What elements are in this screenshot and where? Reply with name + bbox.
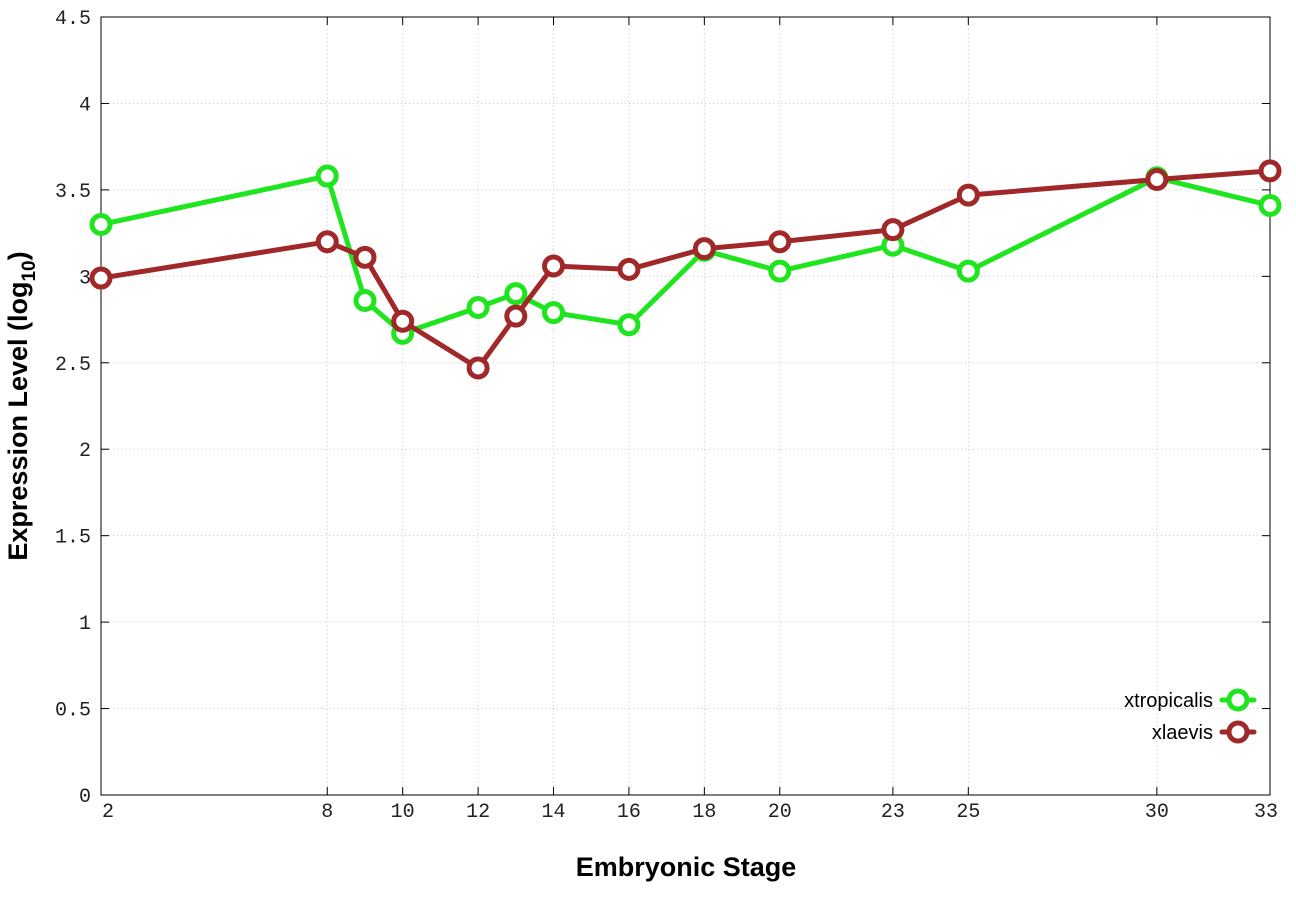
legend-item-xtropicalis: xtropicalis [1124, 688, 1257, 712]
series-line-xlaevis [98, 168, 1273, 371]
grid [101, 17, 1270, 795]
legend-swatch-marker [1226, 720, 1250, 744]
y-tick-label: 1 [79, 613, 91, 636]
y-tick-label: 2.5 [55, 354, 91, 377]
data-point-xlaevis [89, 266, 113, 290]
y-tick-label: 2 [79, 440, 91, 463]
x-tick-label: 23 [881, 801, 905, 824]
data-point-xtropicalis [542, 301, 566, 325]
y-axis-title-close: ) [3, 251, 33, 260]
y-axis-title: Expression Level (log10) [3, 251, 40, 560]
x-tick-label: 25 [956, 801, 980, 824]
series-xtropicalis [89, 164, 1282, 345]
y-tick-label: 4.5 [55, 8, 91, 31]
y-tick-label: 0 [79, 786, 91, 809]
y-tick-label: 1.5 [55, 527, 91, 550]
data-point-xlaevis [881, 218, 905, 242]
x-tick-label: 10 [391, 801, 415, 824]
data-point-xlaevis [956, 183, 980, 207]
y-tick-label: 3 [79, 267, 91, 290]
x-tick-label: 16 [617, 801, 641, 824]
legend-item-xlaevis: xlaevis [1152, 720, 1257, 744]
x-tick-label: 12 [466, 801, 490, 824]
series-layer [89, 159, 1282, 380]
data-point-xtropicalis [768, 259, 792, 283]
plot-frame [100, 16, 1271, 796]
data-point-xlaevis [1258, 159, 1282, 183]
data-point-xtropicalis [89, 212, 113, 236]
data-point-xlaevis [353, 245, 377, 269]
legend-label: xlaevis [1152, 722, 1213, 744]
data-point-xlaevis [542, 254, 566, 278]
data-point-xtropicalis [353, 289, 377, 313]
data-point-xtropicalis [504, 282, 528, 306]
data-point-xlaevis [466, 356, 490, 380]
x-tick-label: 20 [768, 801, 792, 824]
y-axis-title-subscript: 10 [19, 260, 40, 281]
data-point-xlaevis [617, 257, 641, 281]
data-point-xlaevis [768, 230, 792, 254]
x-tick-label: 2 [102, 801, 114, 824]
data-point-xlaevis [315, 230, 339, 254]
y-axis-title-main: Expression Level (log [3, 282, 33, 561]
x-tick-label: 14 [542, 801, 566, 824]
y-tick-label: 3.5 [55, 181, 91, 204]
legend-swatch-marker [1226, 688, 1250, 712]
data-point-xlaevis [391, 309, 415, 333]
x-tick-label: 30 [1145, 801, 1169, 824]
data-point-xlaevis [504, 304, 528, 328]
data-point-xlaevis [1145, 168, 1169, 192]
series-xlaevis [89, 159, 1282, 380]
x-tick-label: 8 [321, 801, 333, 824]
data-point-xlaevis [692, 237, 716, 261]
data-point-xtropicalis [315, 164, 339, 188]
data-point-xtropicalis [466, 295, 490, 319]
x-tick-label: 18 [692, 801, 716, 824]
y-tick-label: 4 [79, 94, 91, 117]
data-point-xtropicalis [956, 259, 980, 283]
x-tick-label: 33 [1254, 801, 1278, 824]
x-axis-title: Embryonic Stage [576, 852, 797, 882]
data-point-xtropicalis [1258, 193, 1282, 217]
axis-ticks: 0 0.5 1 1.5 2 2.5 3 3.5 4 4.5 2 8 10 12 14 16 18 20 23 25 30… [55, 8, 1278, 824]
legend-label: xtropicalis [1124, 690, 1213, 712]
legend: xtropicalis xlaevis [1124, 688, 1257, 744]
y-tick-label: 0.5 [55, 700, 91, 723]
data-point-xtropicalis [617, 313, 641, 337]
